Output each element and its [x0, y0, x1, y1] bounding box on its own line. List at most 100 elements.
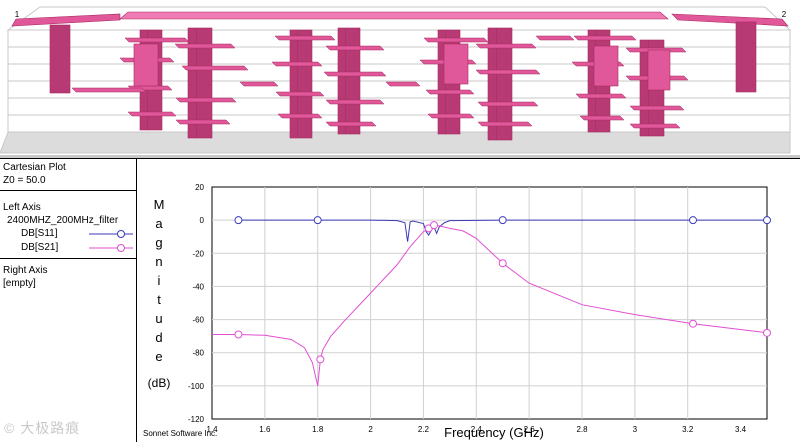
- data-point-marker: [689, 216, 697, 225]
- legend-trace-s11-label: DB[S11]: [21, 228, 58, 239]
- circuit-3d-view[interactable]: 1 2: [0, 0, 800, 155]
- metal-plate: [325, 121, 377, 127]
- metal-plate: [325, 99, 385, 105]
- data-point-marker: [234, 330, 243, 339]
- metal-plate: [271, 61, 323, 67]
- resonator-via: [289, 29, 313, 139]
- metal-plate: [573, 35, 637, 41]
- y-tick-label: -100: [188, 382, 205, 391]
- y-axis-label-letter: M: [154, 197, 165, 212]
- y-axis-label-letter: g: [155, 235, 162, 250]
- y-tick-label: -80: [192, 349, 204, 358]
- plot-info-block: Cartesian Plot Z0 = 50.0: [0, 158, 136, 191]
- y-tick-label: -120: [188, 415, 205, 424]
- left-axis-block: Left Axis 2400MHZ_200MHz_filter DB[S11] …: [0, 191, 136, 259]
- port-1-feed: [11, 13, 121, 27]
- metal-plate: [475, 69, 541, 75]
- y-tick-label: -60: [192, 316, 204, 325]
- y-axis-label-letter: n: [155, 254, 162, 269]
- x-tick-label: 2.6: [524, 425, 536, 434]
- metal-plate: [274, 35, 336, 41]
- legend-s21-marker-icon: [89, 244, 133, 252]
- legend-panel: Cartesian Plot Z0 = 50.0 Left Axis 2400M…: [0, 158, 137, 442]
- resonator-via: [337, 27, 361, 135]
- y-tick-label: -40: [192, 282, 204, 291]
- metal-plate: [127, 111, 177, 117]
- metal-plate: [175, 97, 237, 103]
- metal-plate: [427, 113, 475, 119]
- x-tick-label: 3.2: [682, 425, 694, 434]
- legend-trace-s21-label: DB[S21]: [21, 242, 59, 253]
- metal-plate: [325, 45, 385, 51]
- plot-window: Cartesian Plot Z0 = 50.0 Left Axis 2400M…: [0, 158, 800, 442]
- x-tick-label: 1.6: [259, 425, 271, 434]
- pane-splitter[interactable]: [0, 155, 800, 158]
- metal-plate: [629, 105, 685, 111]
- y-axis-label-letter: a: [155, 216, 163, 231]
- metal-plate: [277, 113, 323, 119]
- data-point-marker: [689, 319, 697, 328]
- metal-plate: [71, 87, 147, 93]
- metal-plate: [425, 89, 475, 95]
- x-tick-label: 1.8: [312, 425, 324, 434]
- metal-plate: [535, 35, 575, 41]
- metal-plate: [385, 81, 421, 87]
- y-axis-label-letter: i: [158, 273, 161, 288]
- series-line-db-s21-: [212, 224, 768, 387]
- metal-plate: [181, 65, 249, 71]
- resonator-body: [133, 43, 159, 87]
- port-2-feed: [671, 13, 789, 27]
- legend-s11-marker-icon: [89, 230, 133, 238]
- plot-grid: [211, 186, 768, 420]
- top-metal-strip: [119, 11, 669, 20]
- series-line-db-s11-: [238, 219, 767, 242]
- legend-trace-s11[interactable]: DB[S11]: [3, 227, 133, 241]
- right-axis-value: [empty]: [3, 278, 36, 289]
- metal-plate: [175, 119, 231, 125]
- metal-plate: [575, 93, 627, 99]
- filter-geometry: [11, 11, 789, 141]
- y-tick-label: 0: [200, 216, 205, 225]
- resonator-body: [593, 45, 619, 87]
- plot-series: [212, 216, 771, 387]
- metal-plate: [124, 37, 190, 43]
- x-tick-label: 2.2: [418, 425, 430, 434]
- box-floor: [0, 131, 791, 154]
- z0-label: Z0 = 50.0: [3, 175, 46, 186]
- port-1-label: 1: [15, 10, 20, 19]
- x-tick-label: 2.4: [471, 425, 483, 434]
- data-point-marker: [498, 259, 507, 268]
- x-tick-label: 3.4: [735, 425, 747, 434]
- data-point-marker: [316, 355, 325, 364]
- metal-plate: [423, 37, 489, 43]
- metal-plate: [475, 43, 537, 49]
- x-axis-label: Frequency (GHz): [444, 425, 544, 440]
- port-stub: [49, 24, 71, 94]
- port-2-label: 2: [782, 10, 787, 19]
- left-axis-title: Left Axis: [3, 202, 41, 213]
- y-axis-label-letter: t: [157, 292, 161, 307]
- data-point-marker: [498, 216, 507, 225]
- y-axis-label-letter: e: [155, 349, 162, 364]
- port-stub: [735, 21, 757, 93]
- circuit-3d-canvas: 1 2: [0, 6, 792, 154]
- y-axis-label-letter: d: [155, 330, 162, 345]
- metal-plate: [629, 123, 681, 129]
- credit-label: Sonnet Software Inc.: [143, 429, 217, 438]
- axis-ticks: 1.4 1.6 1.8 2 2.2 2.4 2.6 2.8 3 3.2 3.4 20 0 -20 -40 -6…: [188, 183, 747, 434]
- x-tick-label: 3: [633, 425, 638, 434]
- y-tick-label: -20: [192, 249, 204, 258]
- project-name[interactable]: 2400MHZ_200MHz_filter: [7, 215, 119, 226]
- data-point-marker: [234, 216, 243, 225]
- plot-type-label: Cartesian Plot: [3, 162, 66, 173]
- legend-trace-s21[interactable]: DB[S21]: [3, 241, 133, 255]
- plot-frame: [211, 186, 768, 420]
- data-point-marker: [763, 216, 771, 225]
- metal-plate: [477, 101, 539, 107]
- y-axis-unit: (dB): [148, 376, 171, 390]
- watermark: © 大极路痕: [4, 420, 81, 436]
- metal-plate: [275, 91, 325, 97]
